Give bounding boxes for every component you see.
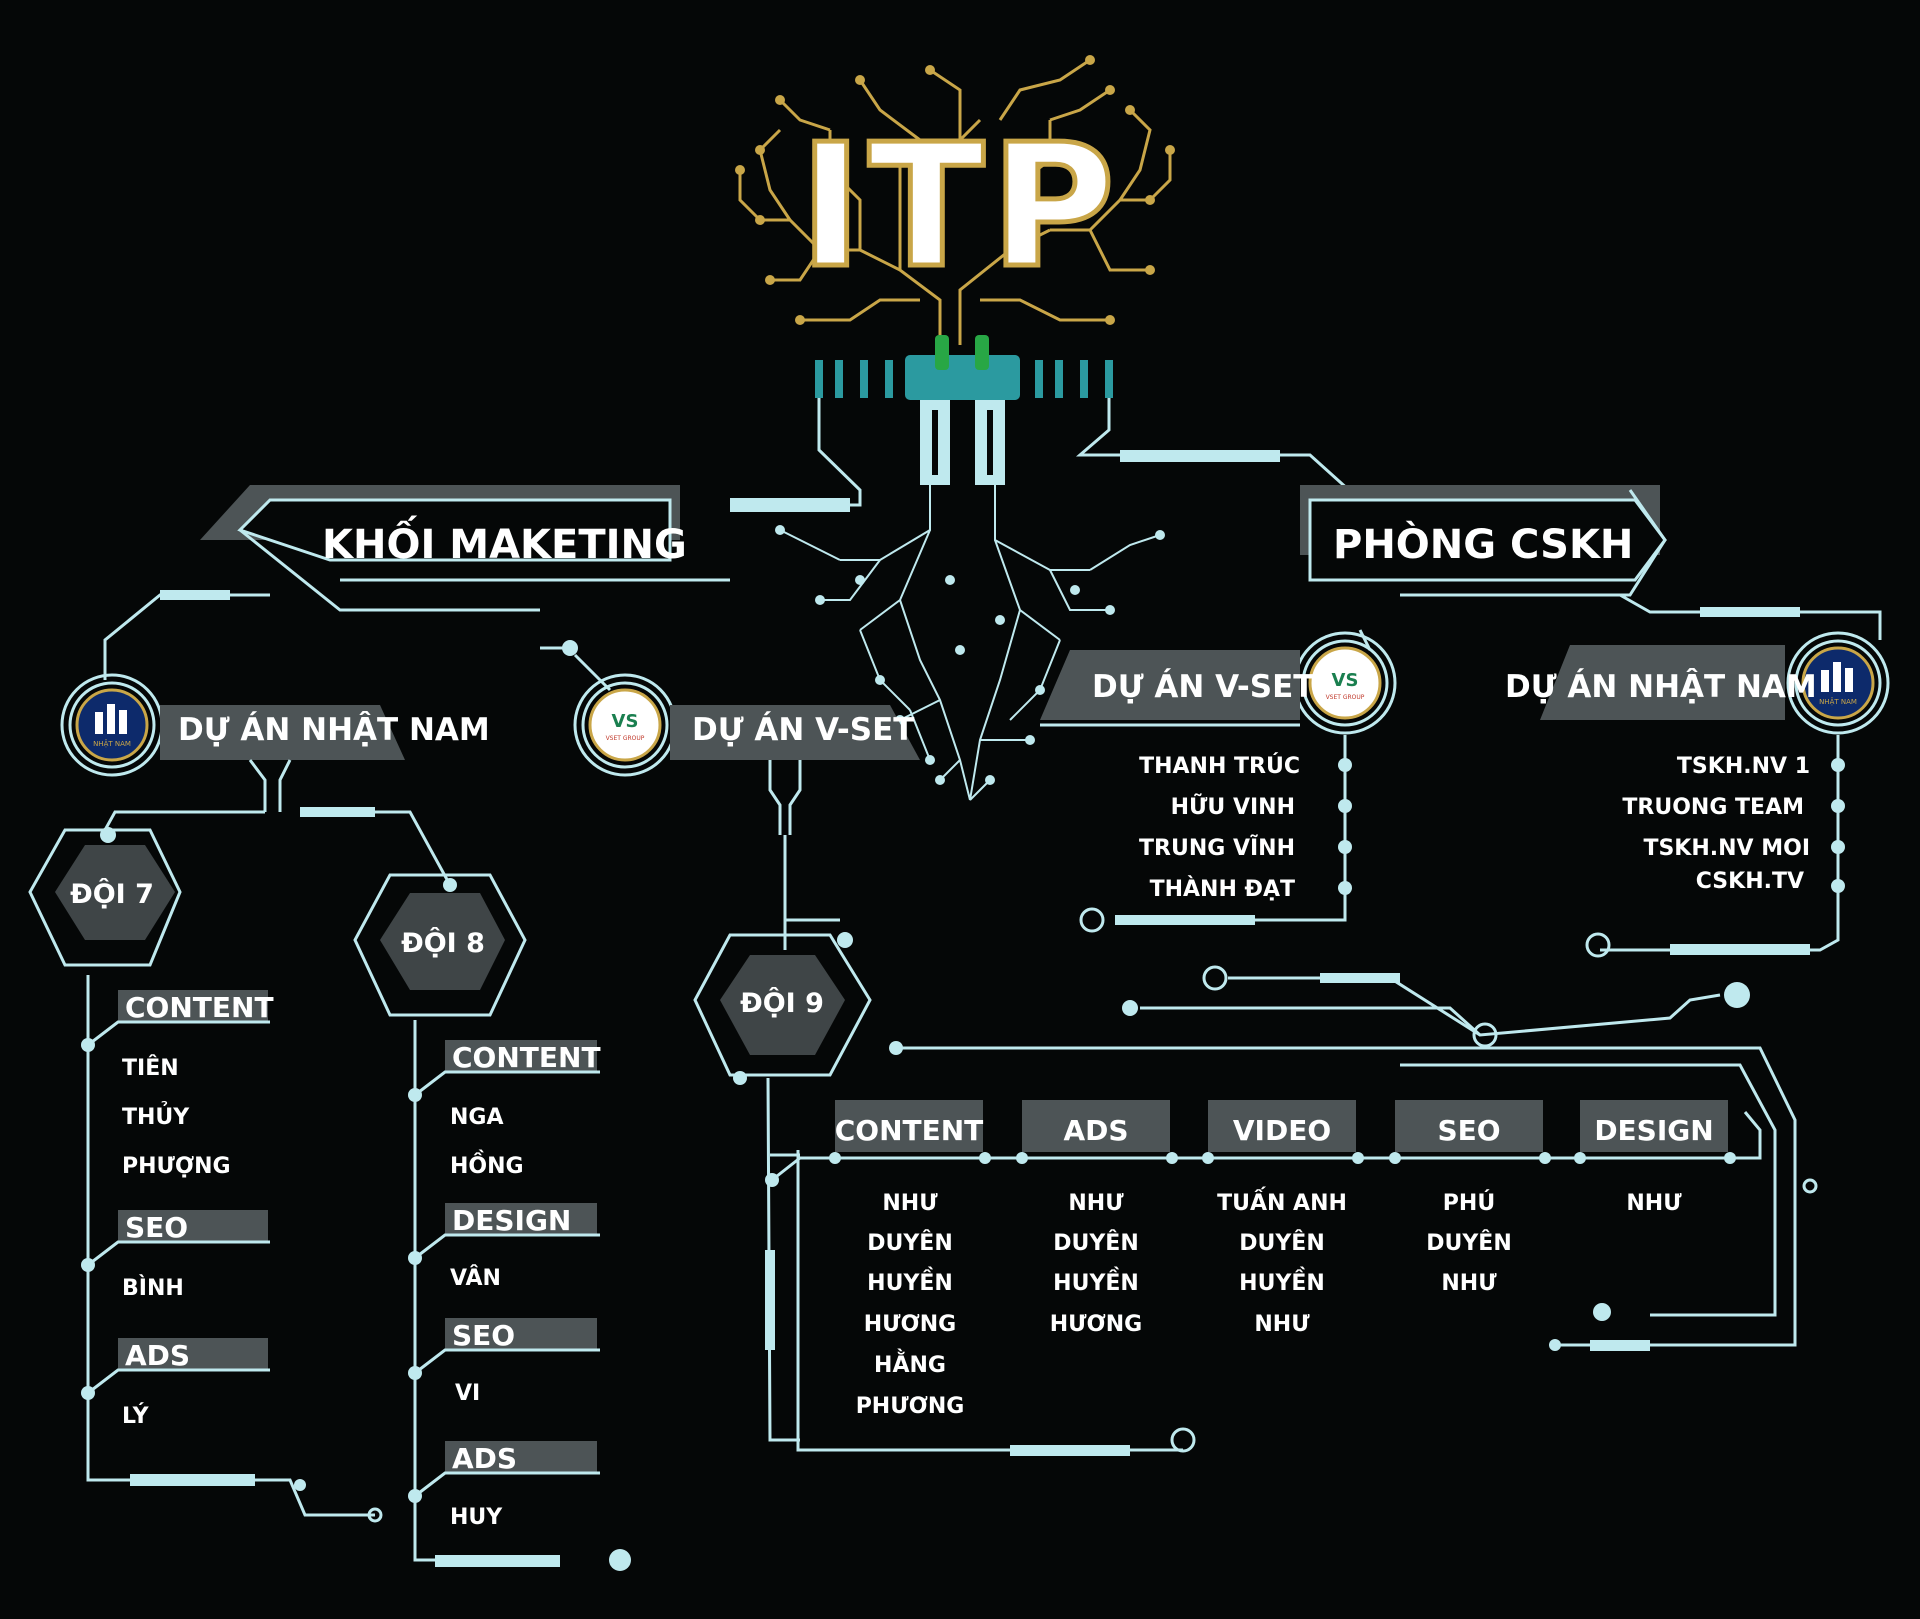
- right-nhatnam-member: TRUONG TEAM: [1622, 795, 1804, 820]
- vset-logo-text: VSET GROUP: [1326, 694, 1365, 701]
- vset-logo-mark: VS: [612, 711, 639, 732]
- team9-member: PHƯƠNG: [856, 1394, 965, 1419]
- right-vset-member: TRUNG VĨNH: [1139, 835, 1295, 861]
- right-project-vset: VS VSET GROUP DỰ ÁN V-SET THANH TRÚC HỮU…: [1040, 629, 1397, 933]
- team9-content-bar: [835, 1100, 983, 1152]
- team8-member: VÂN: [450, 1265, 501, 1291]
- right-nhatnam-member: TSKH.NV MOI: [1643, 836, 1810, 861]
- left-project-nhatnam: NHẬT NAM DỰ ÁN NHẬT NAM: [60, 590, 490, 812]
- team8-cat-content: CONTENT: [452, 1041, 601, 1074]
- team9-member: HẰNG: [874, 1349, 946, 1378]
- team9-cat-seo: SEO: [1437, 1114, 1500, 1147]
- team8: ĐỘI 8 CONTENT NGA HỒNG DESIGN VÂN SEO VI…: [353, 873, 631, 1571]
- right-vset-label: DỰ ÁN V-SET: [1092, 669, 1314, 705]
- team9-cat-design: DESIGN: [1594, 1114, 1713, 1147]
- right-vset-member: THÀNH ĐẠT: [1150, 876, 1295, 902]
- team9-member: DUYÊN: [1239, 1230, 1325, 1256]
- phong-cskh-title: PHÒNG CSKH: [1333, 520, 1633, 568]
- team8-ads-bar: [445, 1441, 597, 1473]
- team7-member: THỦY: [122, 1102, 190, 1130]
- team9-member: HƯƠNG: [864, 1312, 956, 1337]
- team7-member: TIÊN: [122, 1055, 179, 1081]
- itp-circuit-tree-icon: [735, 55, 1175, 345]
- team9-member: NHƯ: [1626, 1191, 1682, 1216]
- root-circuit-icon: [775, 485, 1165, 801]
- team7-ads-bar: [118, 1338, 268, 1370]
- team8-member: HỒNG: [450, 1150, 524, 1179]
- team9-member: HUYỀN: [1239, 1267, 1325, 1296]
- team9-member: NHƯ: [1254, 1312, 1310, 1337]
- team9-member: HUYỀN: [1053, 1267, 1139, 1296]
- team9-member: NHƯ: [1441, 1271, 1497, 1296]
- team9-member: HƯƠNG: [1050, 1312, 1142, 1337]
- team9-member: DUYÊN: [867, 1230, 953, 1256]
- team7-cat-ads: ADS: [125, 1339, 190, 1372]
- team9-member: TUẤN ANH: [1217, 1187, 1347, 1216]
- vset-logo-icon: [588, 688, 662, 762]
- team8-cat-design: DESIGN: [452, 1204, 571, 1237]
- team7-member: BÌNH: [122, 1275, 184, 1301]
- team9-design-bar: [1580, 1100, 1728, 1152]
- team9-member: DUYÊN: [1053, 1230, 1139, 1256]
- team8-cat-seo: SEO: [452, 1319, 515, 1352]
- left-vset-label: DỰ ÁN V-SET: [692, 712, 914, 748]
- team9-member: PHÚ: [1443, 1190, 1495, 1216]
- right-vset-member: HỮU VINH: [1171, 794, 1295, 820]
- team9-member: DUYÊN: [1426, 1230, 1512, 1256]
- team8-member: HUY: [450, 1505, 503, 1530]
- chip-icon: [815, 335, 1113, 485]
- team8-member: NGA: [450, 1105, 504, 1130]
- team9-cat-video: VIDEO: [1233, 1114, 1331, 1147]
- team9-cat-content: CONTENT: [835, 1114, 984, 1147]
- team9-video-bar: [1208, 1100, 1356, 1152]
- team8-seo-bar: [445, 1318, 597, 1350]
- team7-member: PHƯỢNG: [122, 1154, 231, 1179]
- vset-logo-mark: VS: [1332, 670, 1359, 691]
- team7-cat-seo: SEO: [125, 1211, 188, 1244]
- itp-logo-text: ITP: [799, 108, 1121, 306]
- team7-cat-content: CONTENT: [125, 991, 274, 1024]
- team9: ĐỘI 9 CONTENT ADS VIDEO SEO DESIGN NHƯ D: [693, 918, 1818, 1456]
- right-vset-member: THANH TRÚC: [1139, 753, 1300, 779]
- team9-member: NHƯ: [882, 1191, 938, 1216]
- team7-label: ĐỘI 7: [70, 878, 154, 910]
- team8-label: ĐỘI 8: [401, 927, 485, 959]
- left-nhatnam-label: DỰ ÁN NHẬT NAM: [178, 711, 490, 748]
- nhatnam-logo-text: NHẬT NAM: [93, 739, 131, 748]
- vset-logo-icon: [1308, 646, 1382, 720]
- right-nhatnam-member: TSKH.NV 1: [1677, 754, 1810, 779]
- team7-content-bar: [118, 990, 268, 1022]
- decor-circuit: [1122, 965, 1750, 1048]
- team7-seo-bar: [118, 1210, 268, 1242]
- team8-design-bar: [445, 1203, 597, 1235]
- team8-member: VI: [455, 1381, 480, 1406]
- itp-logo: ITP: [735, 55, 1175, 801]
- right-nhatnam-label: DỰ ÁN NHẬT NAM: [1505, 668, 1817, 705]
- vset-logo-text: VSET GROUP: [606, 735, 645, 742]
- team8-content-bar: [445, 1040, 597, 1072]
- right-project-nhatnam: NHẬT NAM DỰ ÁN NHẬT NAM TSKH.NV 1 TRUONG…: [1505, 593, 1890, 958]
- team7-member: LÝ: [122, 1403, 150, 1429]
- team9-cat-ads: ADS: [1063, 1114, 1128, 1147]
- phong-cskh-banner: PHÒNG CSKH: [1300, 485, 1667, 597]
- left-project-vset: VS VSET GROUP DỰ ÁN V-SET: [540, 640, 920, 950]
- team9-member: HUYỀN: [867, 1267, 953, 1296]
- team9-seo-bar: [1395, 1100, 1543, 1152]
- right-nhatnam-member: CSKH.TV: [1696, 869, 1804, 894]
- team7: ĐỘI 7 CONTENT TIÊN THỦY PHƯỢNG SEO BÌNH …: [28, 807, 452, 1523]
- khoi-maketing-banner: KHỐI MAKETING: [200, 485, 730, 612]
- nhatnam-logo-text: NHẬT NAM: [1819, 697, 1857, 706]
- team8-cat-ads: ADS: [452, 1442, 517, 1475]
- main-wires: [730, 398, 1362, 512]
- khoi-maketing-title: KHỐI MAKETING: [322, 514, 687, 568]
- team9-member: NHƯ: [1068, 1191, 1124, 1216]
- team9-ads-bar: [1022, 1100, 1170, 1152]
- team9-label: ĐỘI 9: [740, 987, 824, 1019]
